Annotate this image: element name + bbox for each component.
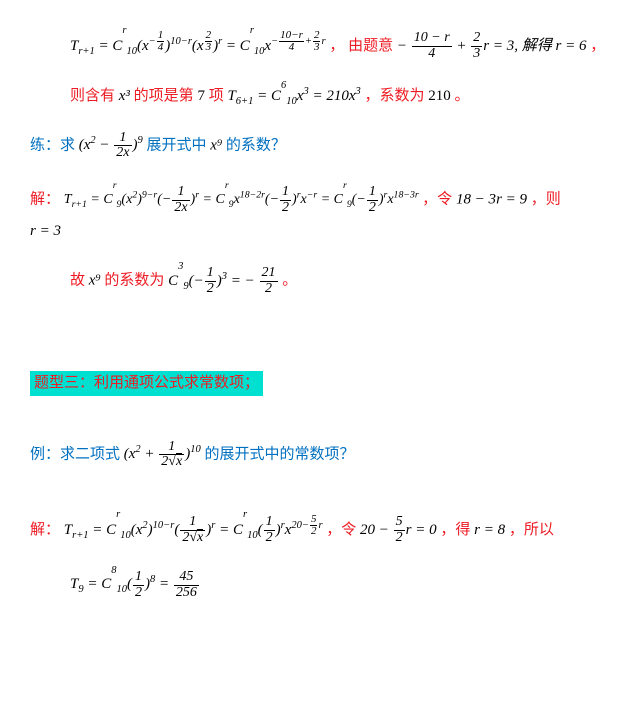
solution-2-formula: Tr+1 = Cr10(x2)10−r(12√x)r = Cr10(12)rx2… — [64, 522, 327, 538]
solution-1-formula: Tr+1 = Cr9(x2)9−r(−12x)r = Cr9x18−2r(−12… — [64, 192, 422, 207]
l2-val210: 210 — [428, 88, 454, 104]
l4-res: r = 3 — [30, 223, 61, 239]
l7-res: r = 8 — [474, 522, 509, 538]
comma-1a: ， — [329, 38, 344, 54]
l5-formula: C39(−12)3 = − 212 — [168, 273, 282, 289]
section-heading-text: 题型三：利用通项公式求常数项； — [30, 371, 263, 396]
eq-1: − 10 − r4 + 23r = 3, 解得 r = 6 — [397, 38, 590, 54]
l5-p2: 的系数为 — [104, 273, 164, 289]
document-page: Tr+1 = Cr10(x−14)10−r(x23)r = Cr10x−10−r… — [0, 0, 640, 654]
phrase-by-problem: 由题意 — [348, 38, 393, 54]
l5-period: 。 — [282, 273, 297, 289]
solution-1-label: 解： — [30, 191, 60, 207]
formula-line-2: 则含有 x³ 的项是第 7 项 T6+1 = C610x3 = 210x3 ，系… — [70, 86, 610, 107]
l2-p3: 项 — [209, 88, 224, 104]
l7-eq: 20 − 52r = 0 — [360, 522, 440, 538]
l8-formula: T9 = C810(12)8 = 45256 — [70, 576, 200, 592]
exercise-label: 练：求 — [30, 137, 75, 153]
solution-2-label: 解： — [30, 522, 60, 538]
solution-1-line1: 解： Tr+1 = Cr9(x2)9−r(−12x)r = Cr9x18−2r(… — [30, 185, 610, 215]
l5-var: x⁹ — [89, 273, 105, 289]
l2-p4: ，系数为 — [364, 88, 424, 104]
formula-line-1: Tr+1 = Cr10(x−14)10−r(x23)r = Cr10x−10−r… — [70, 30, 610, 62]
example-line: 例：求二项式 (x2 + 12√x)10 的展开式中的常数项？ — [30, 440, 610, 470]
l5-p1: 故 — [70, 273, 85, 289]
l3-var: x⁹ — [210, 137, 226, 153]
l2-p1: 则含有 — [70, 88, 115, 104]
l2-var: x³ — [119, 88, 134, 104]
solution-1-result: 故 x⁹ 的系数为 C39(−12)3 = − 212 。 — [70, 266, 610, 296]
l4-eq: 18 − 3r = 9 — [456, 191, 527, 207]
exercise-expr: (x2 − 12x)9 — [79, 137, 147, 153]
formula-2: T6+1 = C610x3 = 210x3 — [227, 88, 364, 104]
l2-period: 。 — [455, 88, 470, 104]
solution-2-line1: 解： Tr+1 = Cr10(x2)10−r(12√x)r = Cr10(12)… — [30, 514, 610, 546]
l6-p2: 的展开式中的常数项？ — [204, 446, 354, 462]
l4-let: ，令 — [422, 191, 452, 207]
l7-so: ，所以 — [509, 522, 554, 538]
l2-p2: 的项是第 — [134, 88, 194, 104]
example-label: 例：求二项式 — [30, 446, 120, 462]
spacer-1 — [30, 321, 610, 361]
l2-num7: 7 — [197, 88, 208, 104]
l3-p3: 的系数？ — [226, 137, 286, 153]
formula-1: Tr+1 = Cr10(x−14)10−r(x23)r = Cr10x−10−r… — [70, 38, 329, 54]
l7-let: ，令 — [326, 522, 356, 538]
spacer-2 — [30, 420, 610, 430]
spacer-3 — [30, 494, 610, 504]
solution-2-result: T9 = C810(12)8 = 45256 — [70, 570, 610, 600]
l4-then: ，则 — [531, 191, 561, 207]
section-heading: 题型三：利用通项公式求常数项； — [30, 371, 610, 396]
l7-get: ，得 — [440, 522, 470, 538]
solution-1-line2: r = 3 — [30, 221, 610, 242]
example-expr: (x2 + 12√x)10 — [124, 446, 205, 462]
exercise-line: 练：求 (x2 − 12x)9 展开式中 x⁹ 的系数？ — [30, 131, 610, 161]
comma-1b: ， — [590, 38, 605, 54]
l3-p2: 展开式中 — [147, 137, 207, 153]
